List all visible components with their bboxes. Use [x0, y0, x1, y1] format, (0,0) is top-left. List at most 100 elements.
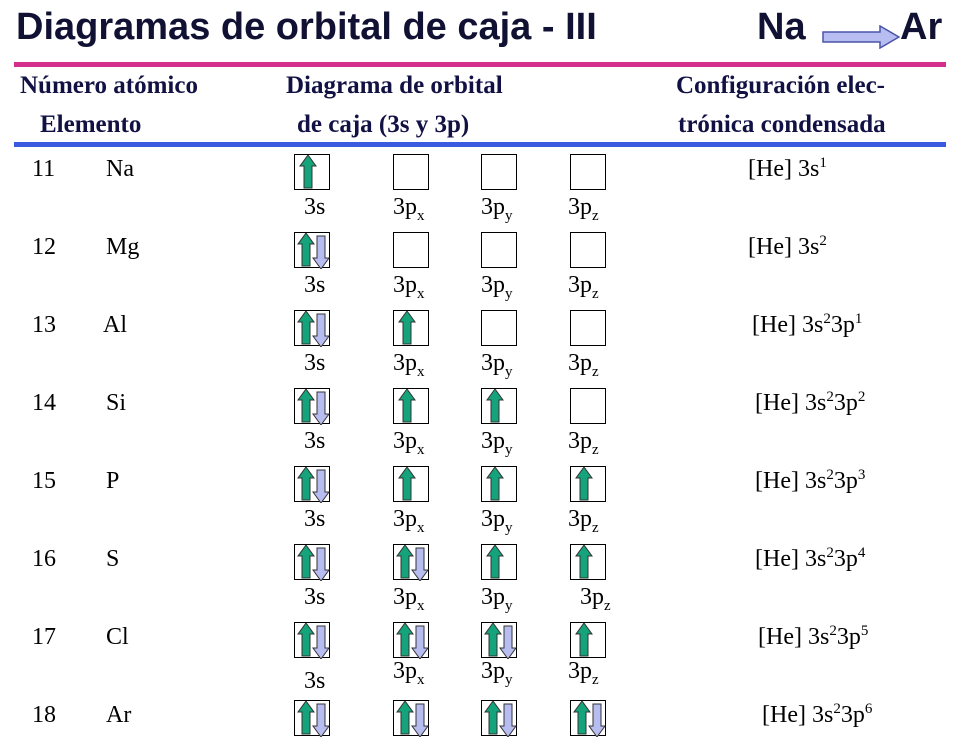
orbital-label-3pz: 3pz	[568, 428, 599, 458]
config-core: [He] 3s	[752, 312, 824, 338]
spin-up-arrow	[398, 389, 416, 423]
orbital-label-3pz: 3pz	[568, 506, 599, 536]
orbital-box	[393, 232, 429, 268]
spin-up-arrow	[299, 155, 317, 189]
orbital-box	[294, 388, 330, 425]
atomic-number: 13	[32, 312, 56, 338]
orbital-label-3py: 3py	[481, 506, 513, 535]
element-symbol: Ar	[106, 702, 132, 728]
orbital-label-prefix: 3p	[568, 194, 592, 220]
orbital-box	[393, 388, 429, 424]
orbital-label-subscript: z	[592, 441, 599, 458]
orbital-label-subscript: z	[604, 597, 611, 614]
spin-down-arrow	[499, 625, 517, 659]
spin-up-arrow	[484, 623, 502, 657]
spin-down-arrow	[499, 703, 517, 737]
orbital-label-3py: 3py	[481, 428, 513, 458]
config-p-exponent: 5	[860, 623, 869, 639]
orbital-label-3px: 3px	[393, 350, 425, 380]
orbital-box	[393, 154, 429, 190]
header-atomic-number: Número atómico	[20, 72, 198, 99]
orbital-label-prefix: 3p	[481, 584, 505, 610]
orbital-box	[570, 388, 606, 424]
spin-up-arrow	[398, 467, 416, 501]
orbital-label-prefix: 3p	[481, 350, 505, 376]
orbital-box	[294, 622, 330, 659]
orbital-label-subscript: y	[505, 363, 513, 380]
electron-configuration: [He] 3s23p3	[755, 468, 865, 495]
orbital-label-prefix: 3p	[393, 506, 417, 532]
spin-up-arrow	[486, 389, 504, 423]
orbital-label-3py: 3py	[481, 658, 513, 688]
spin-up-arrow	[396, 545, 414, 579]
config-p-exponent: 3	[857, 467, 866, 483]
orbital-label-subscript: y	[505, 285, 513, 302]
electron-configuration: [He] 3s23p6	[762, 702, 872, 729]
orbital-label-3s: 3s	[304, 506, 326, 532]
spin-up-arrow	[486, 545, 504, 579]
config-s-exponent: 2	[819, 233, 827, 249]
orbital-label-3pz: 3pz	[568, 658, 599, 688]
orbital-box	[481, 544, 517, 580]
spin-down-arrow	[312, 235, 330, 269]
orbital-label-subscript: x	[417, 363, 425, 380]
orbital-label-prefix: 3p	[580, 584, 604, 610]
orbital-label-subscript: z	[592, 671, 599, 688]
orbital-box	[393, 700, 429, 737]
atomic-number: 14	[32, 390, 56, 416]
orbital-box	[570, 310, 606, 346]
orbital-label-3pz: 3pz	[568, 350, 599, 379]
element-symbol: Na	[106, 156, 134, 182]
config-s-exponent: 2	[829, 623, 837, 639]
spin-up-arrow	[484, 701, 502, 735]
orbital-label-prefix: 3p	[568, 506, 592, 532]
config-s-exponent: 2	[826, 389, 834, 405]
orbital-label-3py: 3py	[481, 272, 513, 302]
spin-up-arrow	[396, 623, 414, 657]
config-p-part: 3p	[840, 702, 865, 728]
orbital-label-3s: 3s	[304, 584, 326, 610]
config-p-part: 3p	[833, 468, 858, 494]
orbital-box	[294, 154, 330, 190]
orbital-box	[570, 544, 606, 580]
config-s-exponent: 1	[819, 155, 827, 171]
orbital-label-subscript: z	[592, 519, 599, 536]
page-title: Diagramas de orbital de caja - III	[16, 6, 597, 48]
orbital-box	[393, 544, 429, 581]
orbital-box	[393, 310, 429, 346]
atomic-number: 16	[32, 546, 56, 572]
header-box-diagram: Diagrama de orbital	[286, 72, 503, 99]
electron-configuration: [He] 3s1	[748, 156, 827, 183]
orbital-label-prefix: 3p	[481, 194, 505, 220]
spin-up-arrow	[297, 623, 315, 657]
divider-top	[14, 62, 946, 67]
orbital-box	[481, 466, 517, 502]
atomic-number: 15	[32, 468, 56, 494]
orbital-label-subscript: y	[505, 671, 513, 688]
spin-down-arrow	[312, 625, 330, 659]
header-configuration-sub: trónica condensada	[678, 111, 886, 138]
spin-down-arrow	[312, 547, 330, 581]
electron-configuration: [He] 3s2	[748, 234, 827, 261]
title-from-element: Na	[757, 6, 806, 48]
orbital-label-3pz: 3pz	[568, 272, 599, 301]
orbital-box	[481, 388, 517, 424]
element-symbol: S	[106, 546, 120, 572]
electron-configuration: [He] 3s23p4	[755, 546, 865, 573]
orbital-label-3px: 3px	[393, 272, 425, 301]
config-core: [He] 3s	[758, 624, 830, 650]
spin-down-arrow	[312, 469, 330, 503]
orbital-label-prefix: 3p	[568, 658, 592, 684]
spin-up-arrow	[396, 701, 414, 735]
atomic-number: 18	[32, 702, 56, 728]
orbital-box	[481, 232, 517, 268]
element-symbol: Mg	[106, 234, 140, 260]
orbital-box	[294, 544, 330, 581]
atomic-number: 11	[32, 156, 56, 182]
header-box-diagram-sub: de caja (3s y 3p)	[297, 111, 470, 138]
spin-down-arrow	[411, 547, 429, 581]
config-core: [He] 3s	[755, 390, 827, 416]
spin-up-arrow	[297, 233, 315, 267]
orbital-box	[481, 154, 517, 190]
orbital-label-subscript: y	[505, 441, 513, 458]
